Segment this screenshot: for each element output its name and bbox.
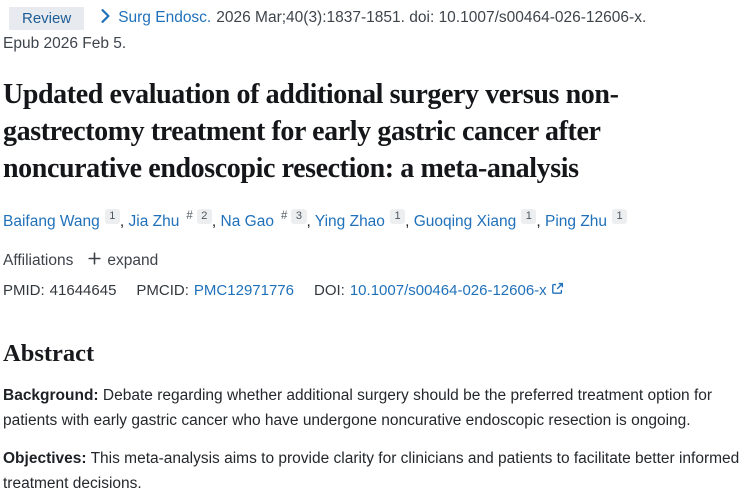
doi-label: DOI: bbox=[314, 281, 345, 299]
citation-header: Review Surg Endosc. 2026 Mar;40(3):1837-… bbox=[3, 6, 745, 30]
pmcid-label: PMCID: bbox=[136, 281, 189, 299]
author-separator: , bbox=[306, 213, 311, 230]
doi-value: 10.1007/s00464-026-12606-x bbox=[349, 281, 547, 299]
journal-abbreviation-link[interactable]: Surg Endosc. bbox=[118, 9, 212, 26]
plus-icon bbox=[88, 252, 101, 270]
author-affiliation-sup: 1 bbox=[104, 209, 120, 224]
author-item: Na Gao #3, bbox=[220, 209, 315, 230]
author-separator: , bbox=[405, 213, 410, 230]
article-title: Updated evaluation of additional surgery… bbox=[3, 79, 619, 184]
abstract-section-text: This meta-analysis aims to provide clari… bbox=[3, 450, 740, 492]
abstract-heading: Abstract bbox=[3, 340, 95, 367]
equal-contribution-marker: # bbox=[280, 210, 288, 222]
author-affiliation-sup: 1 bbox=[389, 209, 406, 224]
author-separator: , bbox=[119, 213, 125, 230]
pmid-value: 41644645 bbox=[49, 281, 117, 299]
abstract-section-label: Background: bbox=[3, 387, 99, 404]
author-link[interactable]: Baifang Wang bbox=[3, 213, 100, 230]
author-separator: , bbox=[536, 213, 541, 230]
author-item: Guoqing Xiang 1, bbox=[413, 209, 545, 230]
expand-label: expand bbox=[107, 252, 159, 269]
author-item: Ping Zhu 1 bbox=[545, 209, 628, 230]
affiliations-expand-button[interactable]: expand bbox=[88, 252, 158, 270]
author-affiliation-sup: 1 bbox=[612, 209, 628, 224]
affiliations-row: Affiliations expand bbox=[3, 250, 745, 272]
author-item: Jia Zhu #2, bbox=[128, 209, 221, 230]
pmcid-group: PMCID: PMC12971776 bbox=[136, 282, 294, 299]
authors-list: Baifang Wang 1, Jia Zhu #2, Na Gao #3, Ying… bbox=[3, 209, 745, 236]
author-link[interactable]: Ping Zhu bbox=[545, 213, 608, 230]
author-link[interactable]: Guoqing Xiang bbox=[413, 213, 517, 230]
affiliations-label: Affiliations bbox=[3, 252, 74, 269]
publication-type-badge: Review bbox=[9, 6, 85, 30]
pmcid-link[interactable]: PMC12971776 bbox=[193, 281, 294, 299]
external-link-icon bbox=[551, 282, 564, 299]
author-link[interactable]: Jia Zhu bbox=[128, 213, 180, 230]
citation-text: 2026 Mar;40(3):1837-1851. doi: 10.1007/s… bbox=[216, 9, 647, 26]
pmid-group: PMID: 41644645 bbox=[3, 282, 116, 299]
abstract-objectives-paragraph: Objectives: This meta-analysis aims to p… bbox=[3, 446, 745, 496]
doi-group: DOI: 10.1007/s00464-026-12606-x bbox=[314, 281, 564, 299]
author-link[interactable]: Na Gao bbox=[220, 213, 274, 230]
chevron-right-icon bbox=[100, 9, 111, 28]
abstract-section-text: Debate regarding whether additional surg… bbox=[3, 387, 713, 429]
pmid-label: PMID: bbox=[3, 281, 45, 299]
journal-toggle-button[interactable]: Surg Endosc. bbox=[100, 8, 211, 28]
author-link[interactable]: Ying Zhao bbox=[314, 213, 385, 230]
author-affiliation-sup: 3 bbox=[291, 209, 307, 224]
author-item: Ying Zhao 1, bbox=[314, 209, 414, 230]
doi-link[interactable]: 10.1007/s00464-026-12606-x bbox=[350, 281, 564, 299]
equal-contribution-marker: # bbox=[186, 210, 193, 222]
author-affiliation-sup: 2 bbox=[196, 209, 212, 224]
author-item: Baifang Wang 1, bbox=[3, 209, 129, 230]
abstract-background-paragraph: Background: Debate regarding whether add… bbox=[3, 383, 745, 433]
author-affiliation-sup: 1 bbox=[521, 209, 537, 224]
identifiers-row: PMID: 41644645 PMCID: PMC12971776 DOI: 1… bbox=[3, 280, 745, 300]
epub-date: Epub 2026 Feb 5. bbox=[3, 35, 127, 52]
abstract-section-label: Objectives: bbox=[3, 450, 87, 467]
author-separator: , bbox=[211, 213, 217, 230]
